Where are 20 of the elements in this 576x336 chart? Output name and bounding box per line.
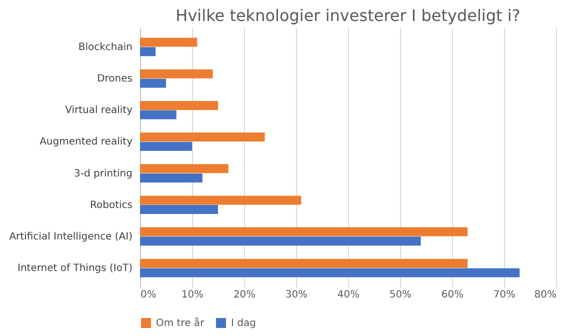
y-tick-label: Internet of Things (IoT)	[18, 263, 133, 274]
x-tick-label: 50%	[389, 290, 412, 300]
chart-title: Hvilke teknologier investerer I betydeligt i?	[176, 6, 520, 25]
x-tick-label: 40%	[337, 290, 360, 300]
x-tick-label: 80%	[534, 290, 556, 300]
legend-label: Om tre år	[156, 317, 206, 329]
x-tick-label: 70%	[493, 290, 516, 300]
y-tick-label: Augmented reality	[40, 136, 133, 148]
x-tick-label: 60%	[441, 290, 464, 300]
x-tick-label: 30%	[285, 290, 308, 300]
x-tick-label: 0%	[140, 290, 156, 300]
y-tick-label: Virtual reality	[65, 105, 133, 116]
x-tick-label: 10%	[181, 290, 204, 300]
legend-label: I dag	[231, 318, 256, 329]
y-tick-label: Artificial Intelligence (AI)	[9, 231, 133, 242]
y-tick-label: 3-d printing	[74, 168, 132, 180]
y-tick-label: Blockchain	[78, 42, 132, 53]
x-tick-label: 20%	[233, 290, 256, 300]
y-tick-label: Drones	[97, 74, 132, 85]
y-tick-label: Robotics	[90, 200, 132, 211]
